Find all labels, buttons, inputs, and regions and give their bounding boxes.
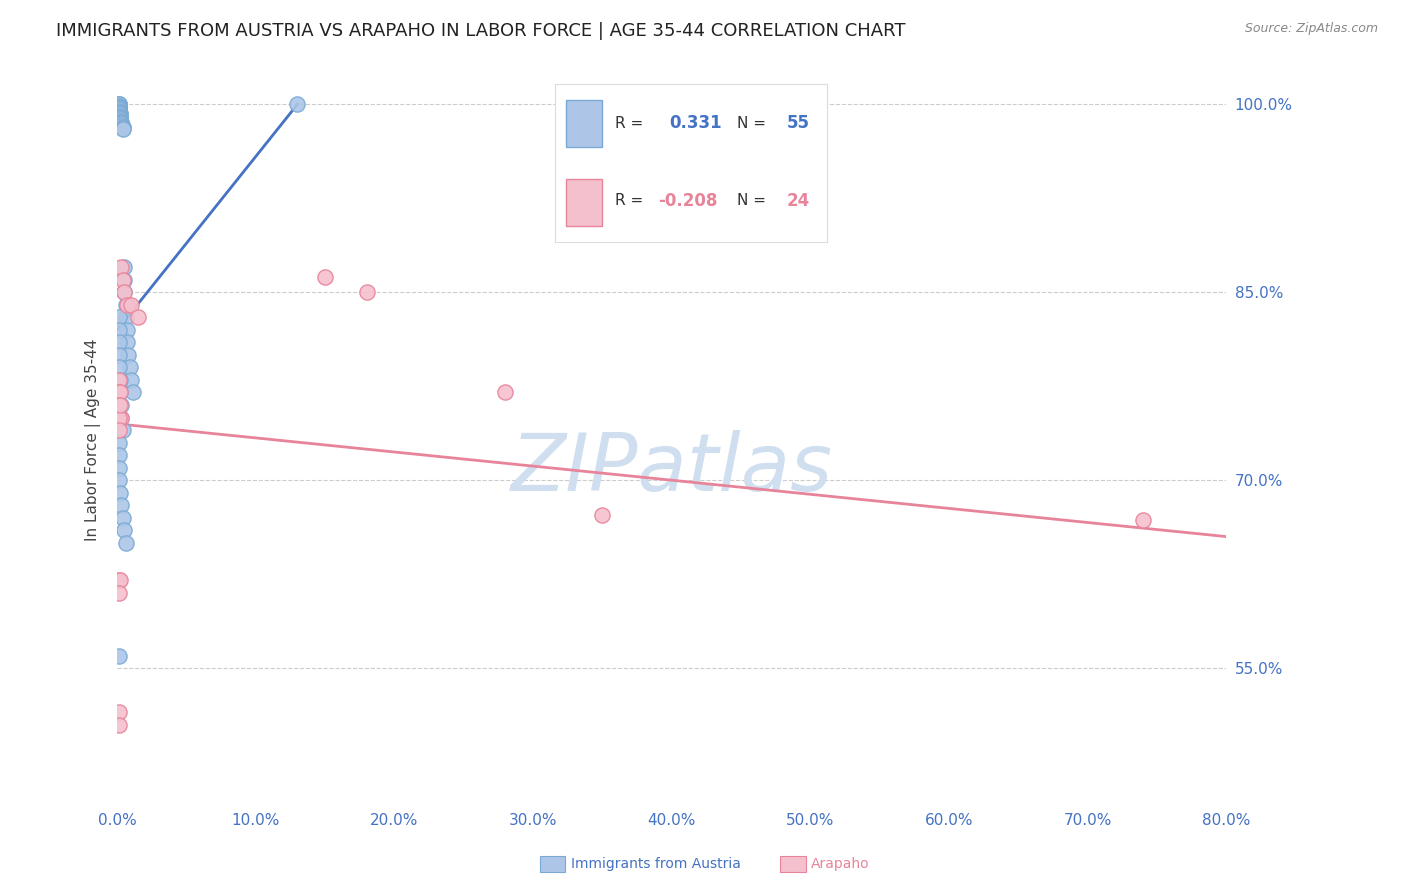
Point xyxy=(107,335,129,350)
Point xyxy=(112,273,135,287)
Point xyxy=(110,260,132,275)
Point xyxy=(314,270,336,285)
Point xyxy=(287,97,309,112)
Point xyxy=(108,574,131,588)
Point xyxy=(110,116,132,130)
Point xyxy=(107,648,129,663)
Y-axis label: In Labor Force | Age 35-44: In Labor Force | Age 35-44 xyxy=(86,338,101,541)
Point xyxy=(111,120,134,134)
Point xyxy=(110,498,132,512)
Point xyxy=(110,410,132,425)
Point xyxy=(127,310,149,325)
Point xyxy=(107,717,129,731)
Point xyxy=(120,298,142,312)
Point xyxy=(110,398,132,412)
Point xyxy=(114,298,136,312)
Point xyxy=(356,285,378,300)
Point xyxy=(110,410,132,425)
Point xyxy=(112,524,135,538)
Point xyxy=(112,260,135,275)
Point xyxy=(107,448,129,462)
Text: Immigrants from Austria: Immigrants from Austria xyxy=(571,857,741,871)
Point xyxy=(108,385,131,400)
Text: ZIPatlas: ZIPatlas xyxy=(510,430,832,508)
Text: IMMIGRANTS FROM AUSTRIA VS ARAPAHO IN LABOR FORCE | AGE 35-44 CORRELATION CHART: IMMIGRANTS FROM AUSTRIA VS ARAPAHO IN LA… xyxy=(56,22,905,40)
Point xyxy=(114,536,136,550)
Point xyxy=(112,285,135,300)
Point xyxy=(107,98,129,112)
Point xyxy=(108,107,131,121)
Point xyxy=(120,373,142,387)
Point xyxy=(115,298,138,312)
Point xyxy=(107,348,129,362)
Point xyxy=(107,473,129,487)
Point xyxy=(107,460,129,475)
Point xyxy=(107,574,129,588)
Point xyxy=(121,385,143,400)
Point xyxy=(108,106,131,120)
Point xyxy=(107,373,129,387)
Point xyxy=(107,97,129,112)
Point xyxy=(108,112,131,127)
Point xyxy=(107,423,129,437)
Point xyxy=(107,435,129,450)
Point xyxy=(117,348,139,362)
Point xyxy=(108,398,131,412)
Point xyxy=(111,423,134,437)
Point xyxy=(494,385,516,400)
Point xyxy=(108,113,131,128)
Point xyxy=(111,122,134,136)
Point xyxy=(110,115,132,129)
Point xyxy=(1132,513,1154,527)
Point xyxy=(108,109,131,123)
Point xyxy=(107,97,129,112)
Point xyxy=(107,100,129,114)
Point xyxy=(107,103,129,117)
Point xyxy=(107,97,129,112)
Point xyxy=(108,373,131,387)
Point xyxy=(118,360,141,375)
Point xyxy=(114,310,136,325)
Point xyxy=(111,510,134,524)
Point xyxy=(107,360,129,375)
Point xyxy=(107,385,129,400)
Point xyxy=(112,285,135,300)
Point xyxy=(107,104,129,119)
Point xyxy=(107,410,129,425)
Point xyxy=(107,323,129,337)
Point xyxy=(111,273,134,287)
Point xyxy=(108,385,131,400)
Point xyxy=(110,117,132,131)
Point xyxy=(107,103,129,118)
Point xyxy=(108,110,131,124)
Point xyxy=(107,310,129,325)
Text: Source: ZipAtlas.com: Source: ZipAtlas.com xyxy=(1244,22,1378,36)
Point xyxy=(110,119,132,133)
Point xyxy=(115,323,138,337)
Point xyxy=(591,508,613,523)
Point xyxy=(107,101,129,115)
Point xyxy=(108,485,131,500)
Point xyxy=(107,398,129,412)
Point xyxy=(108,111,131,125)
Point xyxy=(115,335,138,350)
Point xyxy=(107,705,129,719)
Point xyxy=(111,121,134,136)
Point xyxy=(107,586,129,600)
Text: Arapaho: Arapaho xyxy=(811,857,870,871)
